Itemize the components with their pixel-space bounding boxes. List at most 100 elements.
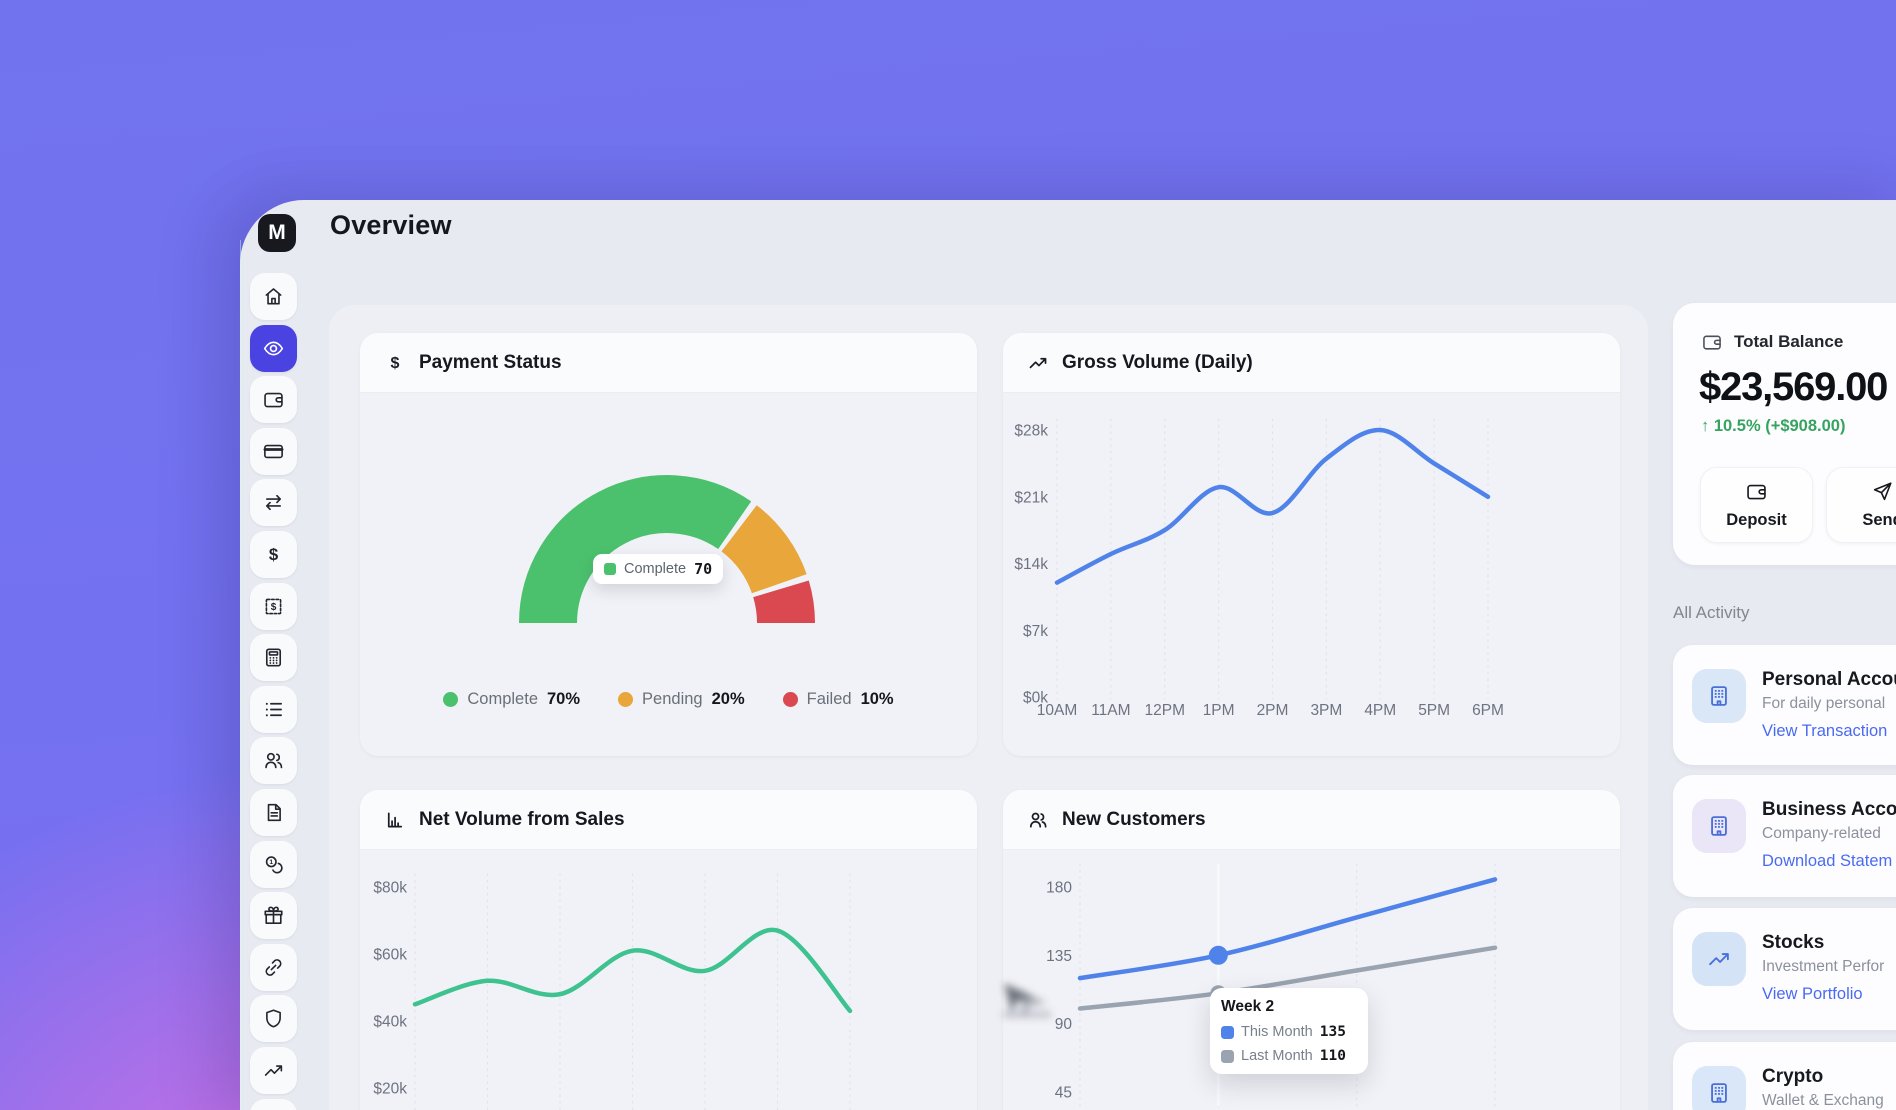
- svg-text:90: 90: [1055, 1016, 1073, 1033]
- sidebar-item-transfer[interactable]: [250, 479, 297, 526]
- tooltip-title: Week 2: [1221, 998, 1275, 1015]
- legend-dot: [618, 692, 634, 707]
- calculator-icon: [265, 648, 282, 667]
- activity-personal-account[interactable]: Personal Accou For daily personal View T…: [1673, 645, 1896, 765]
- tooltip-row: Last Month 110: [1221, 1048, 1357, 1064]
- svg-text:6PM: 6PM: [1472, 702, 1504, 719]
- legend-dot: [443, 692, 459, 707]
- net-volume-card: Net Volume from Sales $20k $40k $60k $80k: [360, 790, 977, 1110]
- legend-item: Complete 70%: [443, 690, 580, 709]
- svg-text:1: 1: [269, 859, 273, 866]
- bar-chart-icon: [384, 809, 406, 831]
- sidebar-item-device[interactable]: [250, 1099, 297, 1110]
- new-customers-header: New Customers: [1003, 790, 1620, 850]
- card-title: New Customers: [1062, 808, 1206, 830]
- payment-status-gauge[interactable]: [360, 393, 977, 756]
- total-balance-amount: $23,569.00: [1699, 365, 1888, 409]
- legend-item: Pending 20%: [618, 690, 745, 709]
- net-volume-chart[interactable]: $20k $40k $60k $80k: [360, 850, 977, 1110]
- users-icon: [1029, 812, 1047, 828]
- deposit-button[interactable]: Deposit: [1700, 467, 1813, 543]
- sidebar-item-gift[interactable]: [250, 892, 297, 939]
- dollar-icon: $: [384, 352, 406, 374]
- sidebar-item-wallet[interactable]: [250, 376, 297, 423]
- gauge-legend: Complete 70% Pending 20% Failed 10%: [360, 690, 977, 709]
- svg-text:3PM: 3PM: [1310, 702, 1342, 719]
- building-icon: [1711, 1083, 1727, 1103]
- sidebar-item-dollar[interactable]: $: [250, 531, 297, 578]
- sidebar-item-shield[interactable]: [250, 995, 297, 1042]
- gift-icon: [264, 906, 283, 924]
- tooltip-swatch: [1221, 1025, 1234, 1039]
- building-icon: [1692, 799, 1746, 853]
- sidebar-item-document[interactable]: [250, 789, 297, 836]
- svg-text:5PM: 5PM: [1418, 702, 1450, 719]
- svg-text:$14k: $14k: [1014, 556, 1048, 573]
- svg-text:$7k: $7k: [1023, 623, 1048, 640]
- building-icon: [1711, 686, 1727, 706]
- svg-text:45: 45: [1055, 1085, 1072, 1102]
- svg-text:$: $: [391, 354, 400, 372]
- svg-text:$40k: $40k: [373, 1014, 407, 1031]
- sidebar-item-list[interactable]: [250, 686, 297, 733]
- trending-up-icon: [1709, 953, 1729, 966]
- view-portfolio-link[interactable]: View Portfolio: [1762, 985, 1863, 1003]
- activity-business-account[interactable]: Business Accou Company-related Download …: [1673, 775, 1896, 897]
- tooltip-swatch: [1221, 1049, 1234, 1063]
- sidebar-item-eye[interactable]: [250, 325, 297, 372]
- payment-status-header: $ Payment Status: [360, 333, 977, 393]
- trending-up-icon: [1027, 352, 1049, 374]
- sidebar-item-users[interactable]: [250, 737, 297, 784]
- receipt-icon: $: [265, 598, 282, 615]
- payment-status-body: Complete 70 Complete 70% Pending 20%: [360, 393, 977, 756]
- sidebar-item-calculator[interactable]: [250, 634, 297, 681]
- sidebar-item-coins[interactable]: 1: [250, 841, 297, 888]
- legend-item: Failed 10%: [782, 690, 894, 709]
- app-window: M Overview $ $1 $ Payment Status Complete…: [240, 200, 1896, 1110]
- wallet-icon: [1745, 480, 1768, 503]
- building-icon: [1692, 669, 1746, 723]
- sidebar-item-credit-card[interactable]: [250, 428, 297, 475]
- card-title: Net Volume from Sales: [419, 808, 625, 830]
- svg-text:$: $: [271, 602, 277, 613]
- all-activity-label: All Activity: [1673, 603, 1750, 622]
- document-icon: [267, 803, 281, 822]
- download-statement-link[interactable]: Download Statem: [1762, 852, 1893, 870]
- dollar-icon: $: [391, 354, 400, 372]
- home-icon: [265, 288, 282, 305]
- sidebar-item-link[interactable]: [250, 944, 297, 991]
- balance-actions: Deposit Send: [1700, 467, 1896, 543]
- net-volume-body: $20k $40k $60k $80k: [360, 850, 977, 1110]
- building-icon: [1711, 816, 1727, 836]
- total-balance-header: Total Balance: [1701, 331, 1843, 353]
- wallet-icon: [1703, 335, 1721, 350]
- activity-stocks[interactable]: Stocks Investment Perfor View Portfolio: [1673, 908, 1896, 1030]
- svg-text:2PM: 2PM: [1257, 702, 1289, 719]
- svg-text:$28k: $28k: [1014, 423, 1048, 440]
- list-icon: [265, 702, 282, 717]
- svg-text:4PM: 4PM: [1364, 702, 1396, 719]
- svg-text:$80k: $80k: [373, 880, 407, 897]
- wallet-icon: [1701, 331, 1723, 353]
- page-title: Overview: [330, 210, 452, 240]
- net-volume-header: Net Volume from Sales: [360, 790, 977, 850]
- users-icon: [265, 752, 283, 769]
- svg-text:$0k: $0k: [1023, 690, 1048, 707]
- dollar-icon: $: [269, 545, 279, 564]
- sidebar-item-home[interactable]: [250, 273, 297, 320]
- sidebar-item-receipt[interactable]: $: [250, 583, 297, 630]
- eye-icon: [263, 341, 284, 356]
- wallet-icon: [1747, 484, 1766, 500]
- tooltip-row: This Month 135: [1221, 1024, 1357, 1040]
- svg-text:$20k: $20k: [373, 1081, 407, 1098]
- gross-volume-chart[interactable]: $0k $7k $14k $21k $28k 10AM 11AM 12PM 1PM 2PM 3PM 4…: [1003, 393, 1620, 756]
- activity-crypto[interactable]: Crypto Wallet & Exchang: [1673, 1042, 1896, 1110]
- sidebar-item-trending-up[interactable]: [250, 1047, 297, 1094]
- new-customers-card: New Customers 45 90 135 180 Week 2 This Mon…: [1003, 790, 1620, 1110]
- svg-text:11AM: 11AM: [1091, 702, 1130, 719]
- svg-text:$21k: $21k: [1014, 489, 1048, 506]
- svg-text:135: 135: [1046, 948, 1072, 965]
- credit-card-icon: [263, 444, 284, 459]
- send-button[interactable]: Send: [1826, 467, 1896, 543]
- view-transaction-link[interactable]: View Transaction: [1762, 722, 1888, 740]
